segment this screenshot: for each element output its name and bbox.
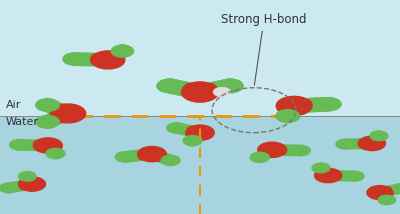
Circle shape [91,51,125,69]
Circle shape [358,136,386,151]
Circle shape [367,186,393,200]
Circle shape [393,184,400,193]
Circle shape [10,140,29,150]
Circle shape [50,104,86,123]
Text: Air: Air [6,100,21,110]
Circle shape [34,138,62,153]
Circle shape [250,152,269,162]
Circle shape [36,99,59,111]
Circle shape [182,82,218,102]
Text: Strong H-bond: Strong H-bond [221,13,307,85]
Circle shape [276,97,312,115]
Circle shape [0,183,18,193]
Circle shape [157,79,182,92]
Circle shape [346,171,364,181]
Circle shape [167,123,186,133]
Circle shape [36,116,59,128]
Circle shape [276,110,300,122]
Circle shape [312,163,330,173]
Circle shape [111,45,134,57]
Circle shape [317,98,341,110]
Text: Water: Water [6,117,39,127]
Bar [0,116,400,214]
Circle shape [161,155,180,165]
Circle shape [182,82,218,102]
Circle shape [63,53,85,65]
Circle shape [317,98,341,110]
Circle shape [336,139,354,149]
Circle shape [213,87,231,97]
Circle shape [18,177,46,191]
Circle shape [18,172,36,181]
Circle shape [314,168,342,183]
Circle shape [276,97,312,115]
Circle shape [115,152,134,162]
Circle shape [218,79,243,92]
Circle shape [157,79,182,92]
Circle shape [291,146,310,156]
Circle shape [138,146,166,162]
Circle shape [218,79,243,92]
Circle shape [378,195,396,205]
Circle shape [276,110,300,122]
Circle shape [46,149,65,159]
Circle shape [183,136,202,146]
Circle shape [370,131,388,141]
Circle shape [186,125,214,140]
Circle shape [258,142,286,158]
